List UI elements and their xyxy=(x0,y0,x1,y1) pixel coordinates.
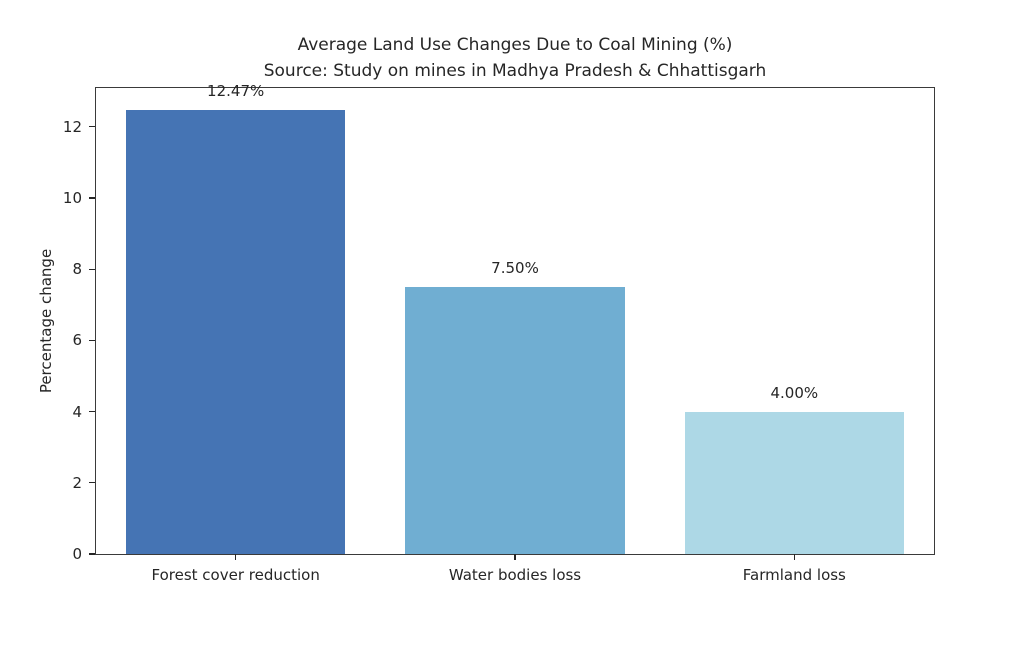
y-tick-mark xyxy=(89,482,95,484)
y-tick-label: 8 xyxy=(72,260,82,279)
x-tick-label: Forest cover reduction xyxy=(151,566,320,584)
y-tick-mark xyxy=(89,410,95,413)
y-tick-label: 6 xyxy=(72,331,82,350)
y-tick-label: 12 xyxy=(62,117,82,136)
y-tick-mark xyxy=(89,268,95,270)
bar-value-label: 12.47% xyxy=(207,82,265,101)
plot-area: 0 2 4 6 8 10 12 12.47% Forest cover reduction 7.5… xyxy=(63,82,935,584)
bar-value-label: 7.50% xyxy=(491,259,539,278)
chart-title: Average Land Use Changes Due to Coal Min… xyxy=(297,35,733,55)
y-tick-label: 0 xyxy=(72,545,82,563)
x-tick-mark xyxy=(514,554,516,560)
x-tick-label: Water bodies loss xyxy=(448,566,582,584)
y-tick-label: 10 xyxy=(62,189,82,207)
y-tick-mark xyxy=(89,126,95,128)
bar xyxy=(126,110,346,554)
y-tick-mark xyxy=(89,553,95,555)
x-tick-label: Farmland loss xyxy=(742,566,846,584)
x-tick-mark xyxy=(234,554,237,560)
bar-value-label: 4.00% xyxy=(770,383,819,402)
y-tick-mark xyxy=(89,197,95,199)
y-tick-label: 4 xyxy=(72,402,82,421)
chart-title-block: Average Land Use Changes Due to Coal Min… xyxy=(95,32,935,84)
bar xyxy=(684,411,904,554)
chart-subtitle: Source: Study on mines in Madhya Pradesh… xyxy=(263,61,767,81)
y-tick-mark xyxy=(89,339,95,342)
bar xyxy=(405,287,625,554)
y-tick-label: 2 xyxy=(72,473,82,492)
x-tick-mark xyxy=(793,554,796,560)
